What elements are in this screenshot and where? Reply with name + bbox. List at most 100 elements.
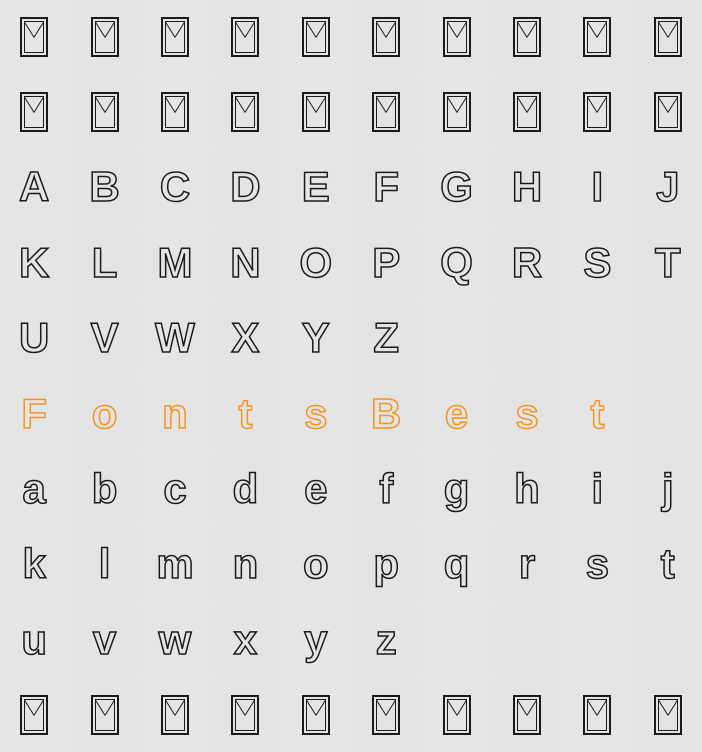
glyph: E (302, 166, 330, 208)
glyph-cell: i (563, 452, 631, 525)
glyph-cell: g (422, 452, 490, 525)
glyph-cell (422, 603, 490, 676)
glyph-cell: s (493, 377, 561, 450)
glyph-cell (141, 0, 209, 73)
glyph-cell: U (0, 302, 68, 375)
glyph-cell: v (70, 603, 138, 676)
glyph-cell (282, 679, 350, 752)
glyph: O (299, 242, 332, 284)
tofu-glyph-icon (372, 695, 400, 735)
glyph: U (19, 317, 49, 359)
glyph-cell: Z (352, 302, 420, 375)
glyph-cell (352, 679, 420, 752)
glyph-cell (634, 377, 702, 450)
glyph: g (444, 468, 470, 510)
glyph-cell: N (211, 226, 279, 299)
tofu-glyph-icon (91, 92, 119, 132)
tofu-glyph-icon (654, 17, 682, 57)
glyph-cell (563, 75, 631, 148)
glyph-cell (563, 679, 631, 752)
glyph-cell: B (352, 377, 420, 450)
highlighted-glyph: n (162, 393, 188, 435)
glyph: D (230, 166, 260, 208)
glyph-cell: I (563, 151, 631, 224)
glyph: I (592, 166, 604, 208)
glyph: J (656, 166, 679, 208)
glyph-cell: X (211, 302, 279, 375)
glyph: d (233, 468, 259, 510)
glyph-cell (563, 302, 631, 375)
glyph-cell: n (211, 528, 279, 601)
glyph-cell: q (422, 528, 490, 601)
glyph-cell (422, 0, 490, 73)
glyph: h (514, 468, 540, 510)
glyph-cell (422, 679, 490, 752)
glyph-cell: n (141, 377, 209, 450)
glyph-cell: D (211, 151, 279, 224)
glyph: b (92, 468, 118, 510)
highlighted-glyph: t (590, 393, 604, 435)
glyph-cell: s (563, 528, 631, 601)
glyph-cell (211, 679, 279, 752)
glyph-cell: K (0, 226, 68, 299)
glyph-cell: V (70, 302, 138, 375)
glyph-cell (211, 75, 279, 148)
glyph-cell: M (141, 226, 209, 299)
highlighted-glyph: s (304, 393, 327, 435)
glyph-cell: T (634, 226, 702, 299)
glyph-cell (352, 75, 420, 148)
tofu-glyph-icon (231, 17, 259, 57)
glyph-cell: e (422, 377, 490, 450)
glyph: c (163, 468, 186, 510)
tofu-glyph-icon (302, 17, 330, 57)
glyph-cell (0, 679, 68, 752)
glyph: x (234, 619, 257, 661)
glyph-cell: S (563, 226, 631, 299)
glyph-cell (493, 0, 561, 73)
glyph-cell (422, 75, 490, 148)
glyph-cell: j (634, 452, 702, 525)
glyph-cell (563, 0, 631, 73)
glyph-cell: m (141, 528, 209, 601)
glyph-cell (70, 679, 138, 752)
glyph-cell: A (0, 151, 68, 224)
glyph: i (592, 468, 604, 510)
glyph-cell (141, 679, 209, 752)
tofu-glyph-icon (654, 92, 682, 132)
glyph: G (440, 166, 473, 208)
glyph: K (19, 242, 49, 284)
glyph: R (512, 242, 542, 284)
glyph-cell: d (211, 452, 279, 525)
glyph: l (99, 543, 111, 585)
tofu-glyph-icon (20, 92, 48, 132)
glyph-cell (282, 75, 350, 148)
glyph-cell (634, 679, 702, 752)
glyph-cell: c (141, 452, 209, 525)
glyph: C (160, 166, 190, 208)
glyph-cell (634, 302, 702, 375)
highlighted-glyph: F (21, 393, 47, 435)
glyph-cell: t (563, 377, 631, 450)
glyph-cell (0, 75, 68, 148)
highlighted-glyph: o (92, 393, 118, 435)
glyph: j (662, 468, 674, 510)
tofu-glyph-icon (20, 695, 48, 735)
tofu-glyph-icon (443, 17, 471, 57)
tofu-glyph-icon (161, 92, 189, 132)
glyph: Z (373, 317, 399, 359)
tofu-glyph-icon (583, 695, 611, 735)
glyph-cell: B (70, 151, 138, 224)
highlighted-glyph: B (371, 393, 401, 435)
highlighted-glyph: e (445, 393, 468, 435)
glyph-cell (422, 302, 490, 375)
glyph-cell: p (352, 528, 420, 601)
glyph-cell (141, 75, 209, 148)
glyph: B (89, 166, 119, 208)
glyph-cell: f (352, 452, 420, 525)
glyph-cell: Y (282, 302, 350, 375)
glyph-cell: l (70, 528, 138, 601)
glyph: n (233, 543, 259, 585)
glyph-cell (282, 0, 350, 73)
glyph-grid: ABCDEFGHIJKLMNOPQRSTUVWXYZFontsBestabcde… (0, 0, 702, 752)
tofu-glyph-icon (20, 17, 48, 57)
